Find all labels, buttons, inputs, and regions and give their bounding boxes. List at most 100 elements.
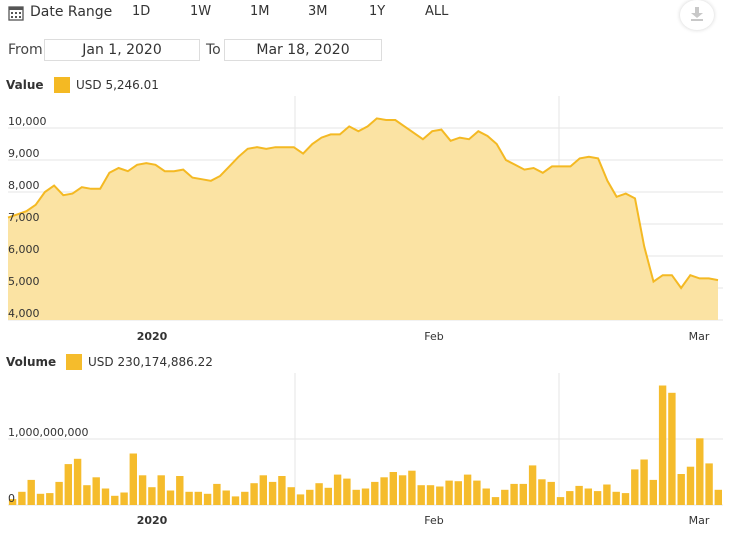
range-button-1w[interactable]: 1W bbox=[190, 4, 212, 19]
volume-bar[interactable] bbox=[92, 477, 100, 505]
volume-bar[interactable] bbox=[361, 488, 370, 506]
range-button-3m[interactable]: 3M bbox=[308, 4, 328, 19]
from-date-input[interactable] bbox=[44, 39, 200, 61]
volume-bar[interactable] bbox=[101, 488, 110, 506]
volume-bar[interactable] bbox=[389, 472, 397, 505]
volume-bar[interactable] bbox=[584, 488, 592, 506]
volume-bar[interactable] bbox=[120, 492, 128, 506]
volume-bar[interactable] bbox=[324, 487, 332, 505]
volume-bar[interactable] bbox=[575, 485, 583, 505]
volume-bar[interactable] bbox=[287, 487, 295, 505]
volume-bar[interactable] bbox=[556, 497, 565, 505]
download-button[interactable] bbox=[680, 0, 714, 30]
volume-x-tick-label: 2020 bbox=[137, 514, 168, 527]
volume-bar[interactable] bbox=[18, 491, 26, 505]
volume-bar[interactable] bbox=[250, 483, 258, 505]
volume-bar[interactable] bbox=[213, 483, 221, 505]
volume-bar[interactable] bbox=[203, 493, 212, 505]
volume-bar[interactable] bbox=[129, 453, 137, 506]
date-range-label: Date Range bbox=[30, 4, 113, 20]
volume-bar[interactable] bbox=[696, 438, 704, 505]
volume-bar[interactable] bbox=[510, 483, 518, 505]
volume-bar[interactable] bbox=[194, 491, 202, 505]
volume-bar[interactable] bbox=[352, 489, 360, 505]
volume-x-axis: 2020 Feb Mar bbox=[137, 514, 710, 527]
volume-bar[interactable] bbox=[231, 496, 240, 505]
volume-bar[interactable] bbox=[148, 487, 156, 505]
volume-bar[interactable] bbox=[278, 476, 286, 505]
volume-bar[interactable] bbox=[603, 484, 611, 506]
volume-bar[interactable] bbox=[491, 497, 500, 505]
volume-bar[interactable] bbox=[259, 475, 267, 505]
volume-bar[interactable] bbox=[398, 475, 407, 505]
price-y-tick-label: 5,000 bbox=[8, 275, 40, 288]
volume-bar[interactable] bbox=[73, 458, 82, 505]
value-legend-swatch[interactable] bbox=[54, 77, 70, 93]
volume-bar[interactable] bbox=[677, 474, 685, 505]
volume-bar[interactable] bbox=[241, 491, 249, 505]
volume-bar[interactable] bbox=[64, 464, 72, 505]
volume-bar[interactable] bbox=[371, 481, 379, 505]
volume-bar[interactable] bbox=[668, 392, 676, 505]
range-button-1m[interactable]: 1M bbox=[250, 4, 270, 19]
volume-bar[interactable] bbox=[408, 470, 416, 505]
volume-bar[interactable] bbox=[566, 491, 574, 505]
volume-bar[interactable] bbox=[27, 479, 35, 505]
volume-bar[interactable] bbox=[111, 495, 119, 505]
volume-bar[interactable] bbox=[306, 489, 314, 505]
volume-bar[interactable] bbox=[538, 479, 546, 505]
volume-bar[interactable] bbox=[593, 491, 602, 505]
volume-bar[interactable] bbox=[714, 489, 722, 505]
volume-bar[interactable] bbox=[315, 483, 323, 505]
volume-bar[interactable] bbox=[83, 485, 91, 505]
price-line bbox=[7, 117, 719, 290]
volume-bar[interactable] bbox=[473, 480, 481, 505]
value-legend-entry[interactable]: USD 5,246.01 bbox=[76, 78, 159, 92]
volume-bar[interactable] bbox=[612, 491, 620, 505]
volume-bar[interactable] bbox=[686, 466, 695, 505]
volume-bar[interactable] bbox=[649, 479, 657, 505]
volume-bar[interactable] bbox=[138, 475, 147, 505]
volume-x-tick-label: Feb bbox=[424, 514, 443, 527]
volume-bar[interactable] bbox=[343, 478, 351, 505]
volume-bar[interactable] bbox=[222, 490, 230, 506]
volume-bar[interactable] bbox=[501, 489, 509, 505]
volume-bar[interactable] bbox=[640, 459, 648, 506]
volume-bar[interactable] bbox=[426, 485, 435, 505]
volume-bar[interactable] bbox=[454, 481, 462, 505]
volume-bar[interactable] bbox=[528, 465, 537, 505]
volume-bar[interactable] bbox=[157, 475, 165, 505]
volume-bar[interactable] bbox=[185, 491, 193, 505]
volume-bar[interactable] bbox=[8, 499, 17, 505]
price-volume-chart: Value USD 5,246.01 4,000 5,000 6,000 7,000 8… bbox=[6, 77, 723, 527]
to-date-input[interactable] bbox=[224, 39, 382, 61]
volume-bar[interactable] bbox=[705, 463, 713, 505]
volume-bar[interactable] bbox=[417, 485, 425, 505]
range-button-1d[interactable]: 1D bbox=[132, 4, 151, 19]
volume-bar[interactable] bbox=[268, 481, 277, 505]
volume-bar[interactable] bbox=[296, 494, 305, 505]
volume-bar[interactable] bbox=[36, 493, 45, 505]
volume-bar[interactable] bbox=[482, 488, 490, 506]
range-button-all[interactable]: ALL bbox=[425, 4, 449, 19]
volume-bar[interactable] bbox=[658, 385, 667, 506]
calendar-icon[interactable] bbox=[8, 5, 24, 21]
to-label: To bbox=[206, 42, 221, 58]
volume-bar[interactable] bbox=[176, 476, 184, 505]
volume-bar[interactable] bbox=[55, 481, 63, 505]
range-button-1y[interactable]: 1Y bbox=[369, 4, 386, 19]
volume-y-tick-label: 1,000,000,000 bbox=[8, 426, 88, 439]
volume-legend-swatch[interactable] bbox=[66, 354, 82, 370]
volume-bar[interactable] bbox=[631, 469, 639, 505]
volume-bar[interactable] bbox=[519, 483, 527, 505]
volume-bar[interactable] bbox=[333, 474, 342, 505]
volume-bar[interactable] bbox=[166, 490, 175, 506]
volume-bar[interactable] bbox=[380, 477, 388, 505]
volume-bar[interactable] bbox=[445, 480, 453, 505]
volume-bar[interactable] bbox=[436, 486, 444, 506]
volume-bar[interactable] bbox=[46, 493, 54, 505]
volume-bar[interactable] bbox=[621, 493, 630, 505]
volume-bar[interactable] bbox=[547, 481, 555, 505]
volume-legend-entry[interactable]: USD 230,174,886.22 bbox=[88, 355, 213, 369]
volume-bar[interactable] bbox=[463, 474, 472, 505]
